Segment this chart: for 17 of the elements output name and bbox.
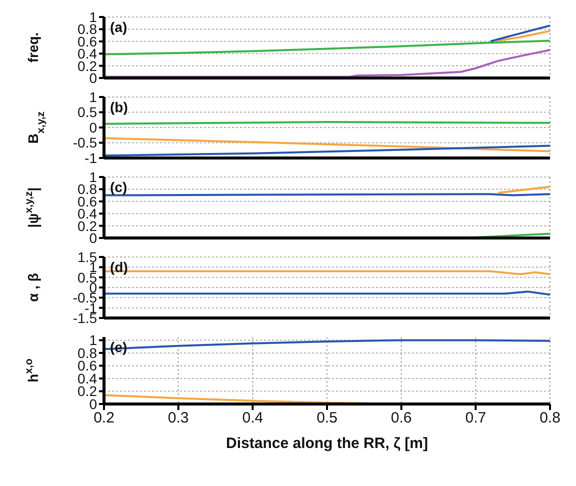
x-tick-label: 0.5 bbox=[316, 410, 338, 427]
annotation: (a) bbox=[110, 19, 128, 35]
annotation: (c) bbox=[110, 179, 128, 195]
x-tick-label: 0.4 bbox=[242, 410, 264, 427]
x-tick-label: 0.7 bbox=[465, 410, 486, 427]
y-axis-title: α , β bbox=[25, 272, 41, 302]
y-tick-label: -0.5 bbox=[72, 134, 98, 151]
y-tick-label: -1 bbox=[84, 150, 98, 166]
x-tick-label: 0.3 bbox=[168, 410, 189, 427]
x-axis-title: Distance along the RR, ζ [m] bbox=[226, 435, 428, 452]
x-tick-label: 0.8 bbox=[540, 410, 560, 427]
annotation: (b) bbox=[110, 99, 128, 115]
x-tick-label: 0.6 bbox=[390, 410, 412, 427]
y-tick-label: 0.5 bbox=[78, 104, 98, 120]
y-tick-label: 0 bbox=[89, 119, 98, 136]
y-axis-title: freq. bbox=[25, 32, 41, 63]
y-tick-label: 1 bbox=[89, 88, 98, 105]
